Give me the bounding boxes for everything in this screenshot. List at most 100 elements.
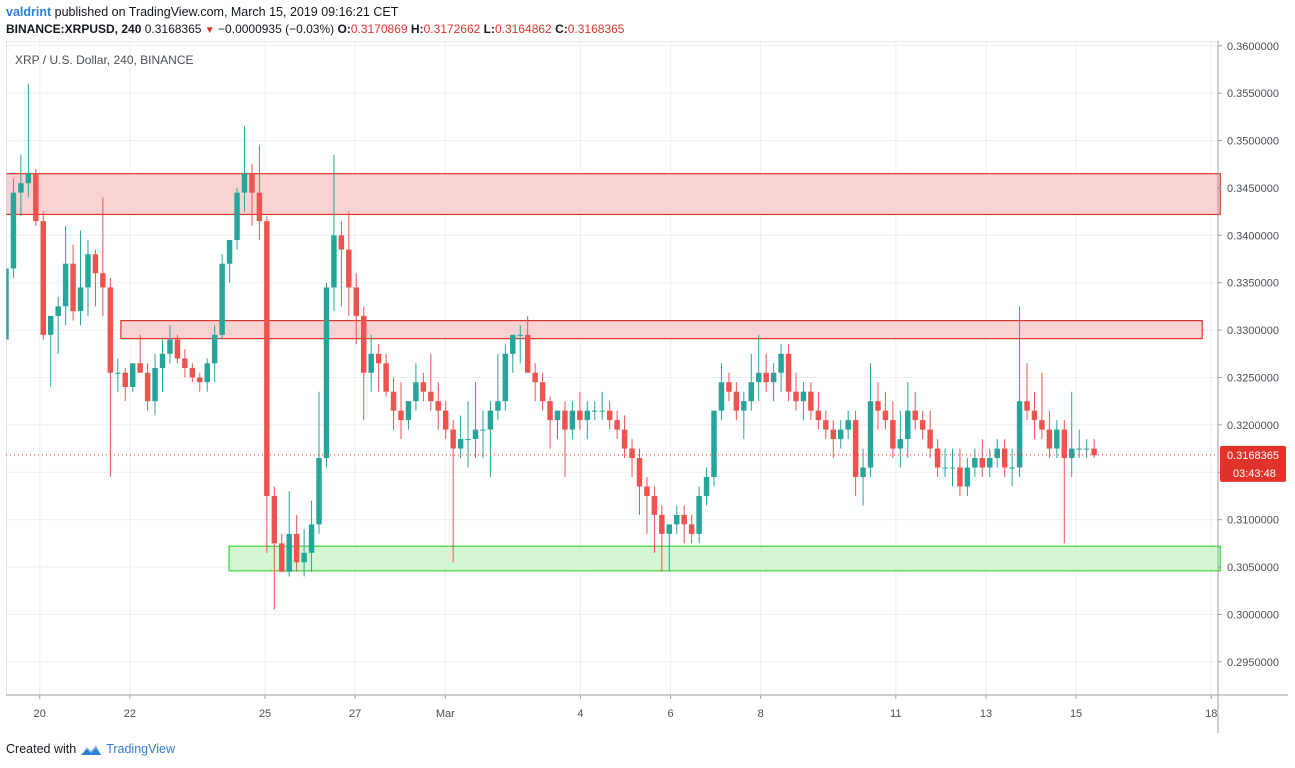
candle-body [666,524,673,534]
candle-body [964,467,971,487]
candle-body [33,173,39,222]
open-value: 0.3170869 [350,22,408,36]
price-tag [1220,445,1286,482]
price-change: −0.0000935 (−0.03%) [218,22,335,36]
candle-body [1076,448,1082,450]
candle-body [70,263,76,312]
candle-body [256,192,263,222]
candle-body [994,448,1000,459]
candle-body [592,410,598,412]
candle-body [323,287,330,459]
resistance-zone [0,173,1221,216]
candle-body [413,382,419,402]
candle-body [718,382,725,411]
candle-body [55,306,61,316]
candle-body [211,334,218,364]
candle-body [778,353,784,373]
candle-body [703,477,710,496]
candle-body [510,334,516,354]
chart-area[interactable]: 0.3600000 0.3550000 0.3500000 0.3450000 0.34… [0,40,1288,733]
candle-body [919,420,926,430]
candlestick-chart[interactable]: 0.3600000 0.3550000 0.3500000 0.3450000 0.34… [0,40,1288,733]
y-tick-label: 0.3350000 [1227,278,1279,290]
candle-body [599,410,605,412]
candle-body [823,420,829,430]
candle-body [1054,429,1060,449]
candle-body [18,183,24,193]
footer: Created with TradingView [6,742,175,756]
candle-body [77,287,84,312]
candle-body [92,254,99,274]
candle-body [942,467,948,469]
candle-body [1039,420,1045,430]
candle-body [815,410,822,421]
y-tick-label: 0.3100000 [1227,515,1279,527]
plot-frame [5,40,1219,696]
candle-body [204,363,210,383]
candle-body [234,192,240,241]
x-tick-label: 20 [34,708,46,720]
candle-body [375,353,382,364]
author-link[interactable]: valdrint [6,5,52,19]
candle-body [748,382,754,402]
ohlc-bar: BINANCE:XRPUSD, 240 0.3168365 ▼ −0.00009… [6,22,624,36]
candle-body [368,353,374,373]
candle-body [621,429,628,449]
candle-body [1061,429,1068,459]
y-tick-label: 0.3300000 [1227,325,1279,337]
candle-body [435,401,441,411]
candle-body [122,372,128,387]
candle-body [264,221,270,496]
candle-body [293,533,300,563]
y-tick-label: 0.3000000 [1227,609,1279,621]
candle-body [733,391,740,411]
last-price: 0.3168365 [144,22,202,36]
candle-body [800,391,807,402]
candle-body [428,391,434,402]
candle-body [644,486,650,496]
candle-body [860,467,866,477]
candle-body [450,429,456,449]
candle-body [1001,448,1008,468]
candle-body [502,353,509,402]
candle-body [226,240,233,264]
y-tick-label: 0.3600000 [1227,41,1279,53]
tradingview-brand-link[interactable]: TradingView [106,742,175,756]
candle-body [532,372,538,383]
candle-body [845,420,851,430]
x-tick-label: 27 [349,708,361,720]
candle-body [875,401,881,411]
candle-body [420,382,427,392]
low-label: L: [483,22,495,36]
candle-body [629,448,635,459]
candle-body [524,334,531,373]
candle-body [674,514,680,525]
candle-body [636,458,643,487]
candle-body [361,315,367,373]
candle-body [219,263,225,335]
candle-body [107,287,114,373]
candle-body [987,458,993,468]
y-tick-label: 0.3550000 [1227,88,1279,100]
price-tag-countdown: 03:43:48 [1233,468,1276,480]
open-label: O: [337,22,351,36]
close-value: 0.3168365 [567,22,625,36]
candle-body [696,495,702,534]
candle-body [770,372,777,383]
candle-body [152,368,158,402]
x-tick-label: 25 [259,708,271,720]
candle-body [1091,448,1097,456]
candle-body [271,495,278,544]
price-tag-value: 0.3168365 [1227,450,1279,462]
candle-body [905,410,911,440]
candle-body [100,273,106,288]
support-zone [228,545,1221,572]
x-tick-label: 11 [890,708,901,720]
candle-body [301,552,307,563]
resistance-zone [120,320,1203,340]
y-tick-label: 0.3400000 [1227,230,1279,242]
candle-body [651,495,658,515]
candle-body [167,339,173,354]
candle-body [472,429,479,440]
candle-body [279,543,285,572]
